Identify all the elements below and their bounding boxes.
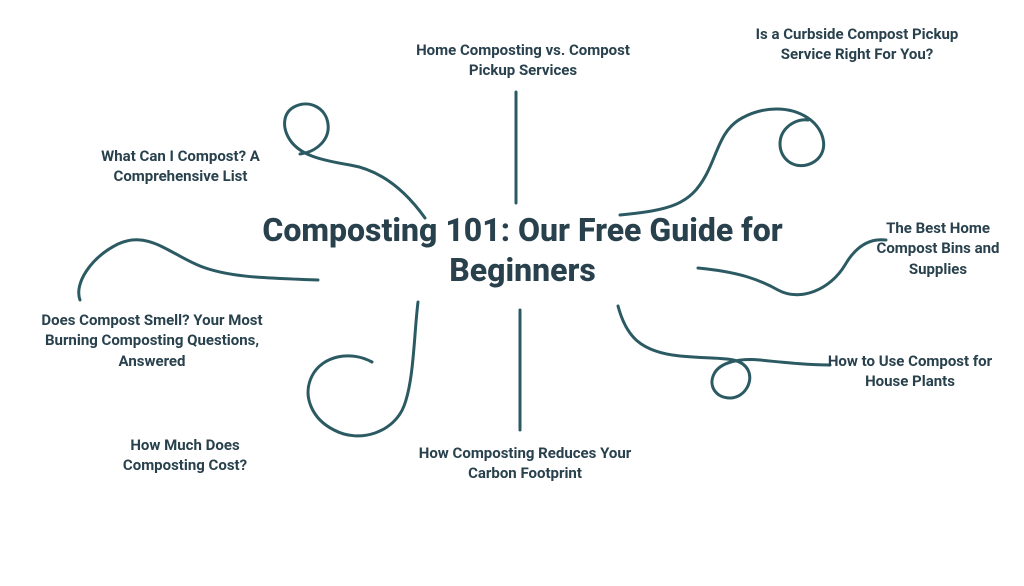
node-how-much-cost: How Much Does Composting Cost?	[100, 435, 270, 476]
connector-curbside-pickup	[620, 109, 824, 215]
connectors-layer	[0, 0, 1024, 586]
node-best-bins: The Best Home Compost Bins and Supplies	[858, 218, 1018, 279]
mindmap-canvas: Composting 101: Our Free Guide for Begin…	[0, 0, 1024, 586]
node-carbon-footprint: How Composting Reduces Your Carbon Footp…	[405, 443, 645, 484]
center-title: Composting 101: Our Free Guide for Begin…	[220, 210, 825, 290]
node-what-can-i-compost: What Can I Compost? A Comprehensive List	[68, 146, 293, 187]
node-curbside-pickup: Is a Curbside Compost Pickup Service Rig…	[742, 24, 972, 65]
node-home-vs-pickup: Home Composting vs. Compost Pickup Servi…	[408, 40, 638, 81]
node-does-smell: Does Compost Smell? Your Most Burning Co…	[22, 310, 282, 371]
connector-how-much-cost	[308, 302, 418, 436]
connector-house-plants	[618, 306, 830, 398]
node-house-plants: How to Use Compost for House Plants	[810, 351, 1010, 392]
connector-what-can-i-compost	[285, 104, 425, 218]
